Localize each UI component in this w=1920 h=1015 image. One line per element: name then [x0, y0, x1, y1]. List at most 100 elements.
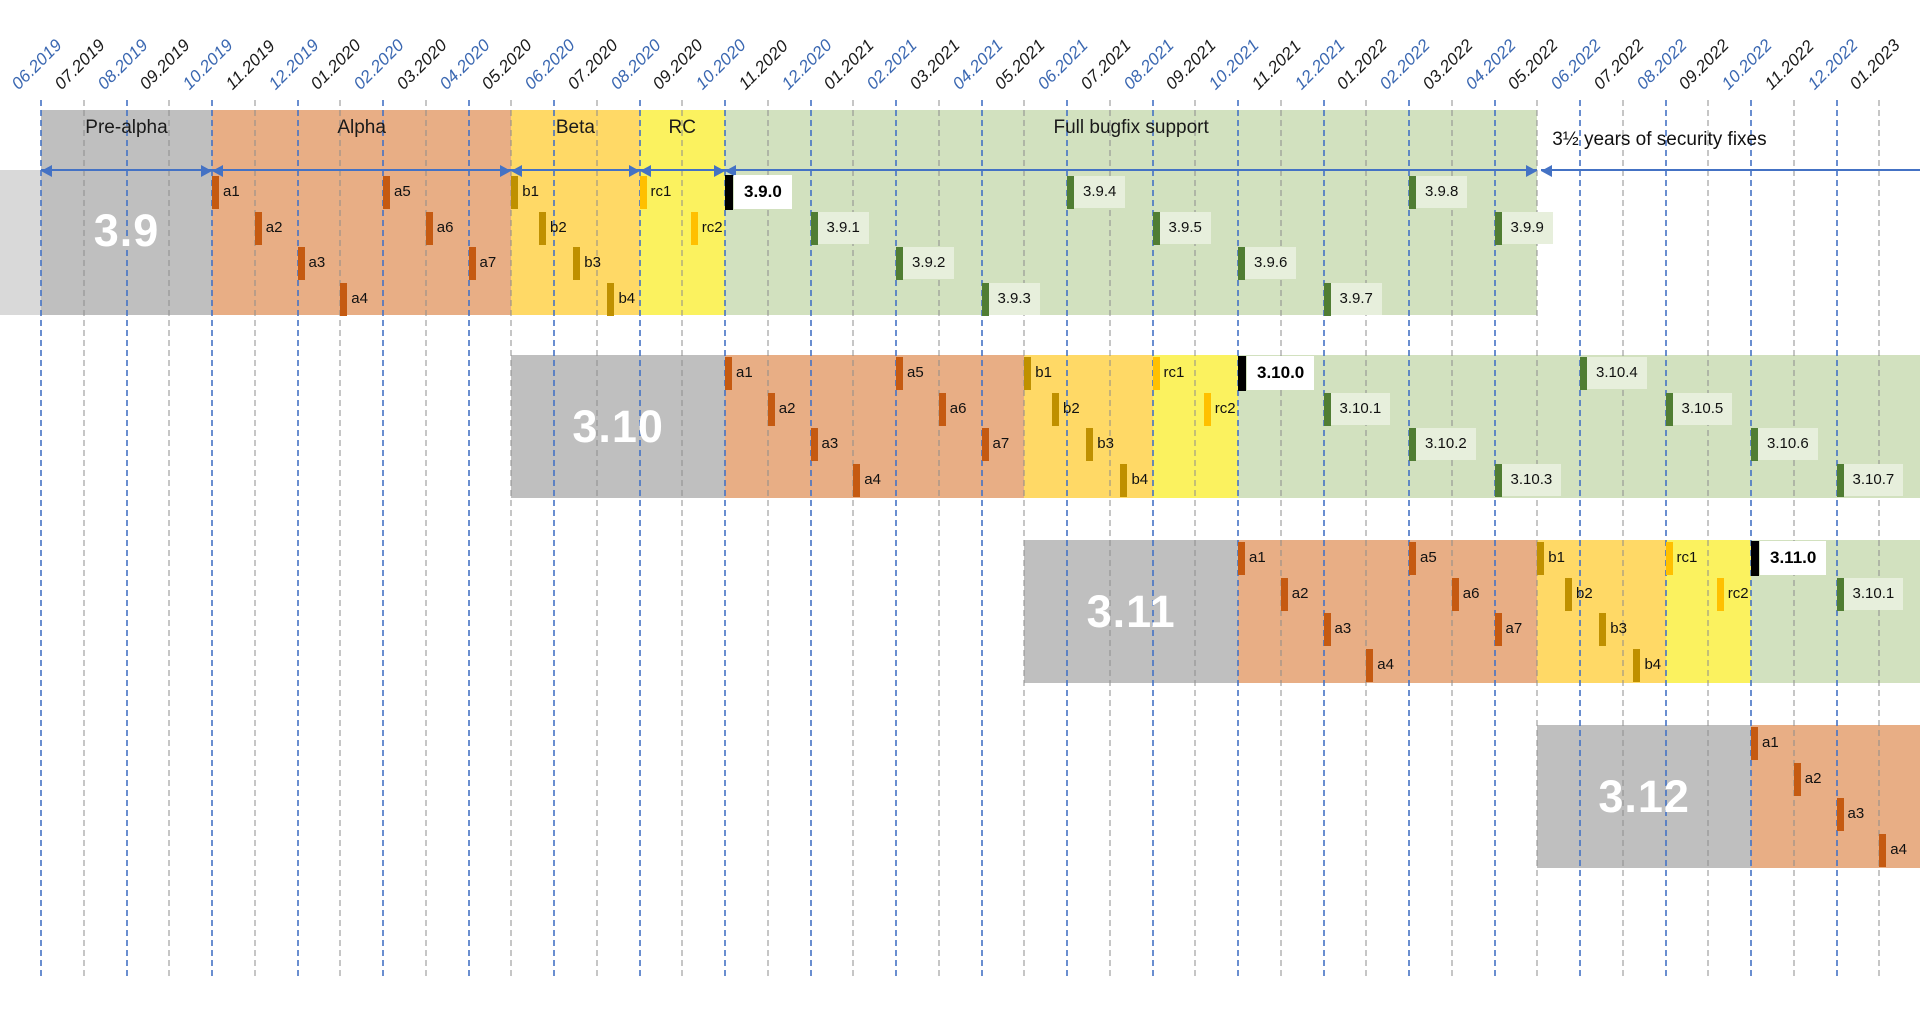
- marker-bar-3.11-b1: [1537, 542, 1545, 575]
- marker-label-3.9-b3: b3: [584, 254, 601, 271]
- marker-label-3.9-rc2: rc2: [701, 218, 723, 236]
- marker-label-3.9-b2: b2: [550, 218, 567, 236]
- gridline-08.2022: [1664, 100, 1667, 978]
- marker-label-3.11-a5: a5: [1420, 549, 1437, 566]
- marker-label-3.11-a4: a4: [1377, 655, 1394, 673]
- gridline-12.2022: [1835, 100, 1838, 978]
- marker-label-3.11-b4: b4: [1644, 655, 1662, 673]
- marker-label-3.10-a2: a2: [778, 399, 796, 417]
- gridline-07.2019: [82, 100, 85, 978]
- marker-label-3.9-b1: b1: [522, 183, 539, 200]
- marker-label-3.10-a7: a7: [992, 435, 1010, 452]
- phase-arrow-segment: [725, 169, 1538, 171]
- marker-bar-3.9-b3: [573, 247, 581, 280]
- marker-label-3.9-3.9.1: 3.9.1: [817, 211, 869, 244]
- marker-bar-3.10-b2: [1052, 392, 1060, 426]
- marker-label-3.9-3.9.5: 3.9.5: [1159, 211, 1211, 244]
- gridline-08.2020: [638, 100, 641, 978]
- gridline-01.2022: [1365, 100, 1368, 978]
- phase-label-full-bugfix-support: Full bugfix support: [1053, 117, 1209, 138]
- marker-bar-3.10-b1: [1024, 357, 1032, 390]
- gridline-03.2021: [937, 100, 940, 978]
- phase-3.10-bugfix: [1238, 355, 1920, 498]
- marker-bar-3.11-a4: [1366, 648, 1374, 682]
- phase-arrow-segment: [41, 169, 212, 171]
- marker-label-3.9-a6: a6: [436, 218, 454, 236]
- phase-3.11-alpha: [1238, 540, 1538, 683]
- marker-label-3.12-a1: a1: [1762, 734, 1779, 751]
- marker-label-3.11-3.11.0: 3.11.0: [1760, 541, 1827, 575]
- version-label-3.10: 3.10: [572, 400, 664, 452]
- marker-bar-3.9-a3: [297, 247, 305, 280]
- marker-bar-3.12-a4: [1879, 833, 1887, 867]
- arrowhead-right: [628, 165, 640, 177]
- marker-bar-3.9-rc1: [639, 176, 647, 209]
- marker-bar-3.11-a7: [1494, 613, 1502, 646]
- phase-3.9-alpha: [212, 110, 512, 315]
- marker-bar-3.12-a1: [1751, 727, 1758, 760]
- marker-label-3.10-b3: b3: [1097, 435, 1114, 452]
- marker-label-3.11-a7: a7: [1505, 620, 1523, 637]
- marker-label-3.9-a7: a7: [479, 254, 497, 271]
- marker-bar-3.10-a1: [725, 357, 732, 390]
- marker-bar-3.12-a2: [1793, 762, 1801, 796]
- gridline-10.2021: [1237, 100, 1239, 978]
- marker-bar-3.9-a2: [254, 211, 262, 245]
- marker-bar-3.9-rc2: [690, 211, 698, 245]
- arrowhead-left: [725, 165, 736, 177]
- marker-bar-3.9-a5: [383, 176, 390, 209]
- marker-bar-3.9-a1: [212, 176, 219, 209]
- version-label-3.11: 3.11: [1086, 585, 1176, 637]
- gridline-06.2022: [1579, 100, 1581, 978]
- marker-bar-3.10-b4: [1120, 463, 1128, 497]
- marker-label-3.10-a6: a6: [949, 399, 967, 417]
- gridline-04.2022: [1493, 100, 1496, 978]
- marker-bar-3.10-b3: [1086, 428, 1094, 461]
- marker-label-3.12-a4: a4: [1890, 840, 1907, 858]
- marker-label-3.11-a6: a6: [1462, 584, 1480, 602]
- marker-label-3.9-a2: a2: [265, 218, 283, 236]
- marker-bar-3.9-3.9.2: [896, 247, 903, 280]
- marker-bar-3.9-3.9.4: [1067, 176, 1074, 209]
- marker-bar-3.10-rc1: [1152, 357, 1160, 390]
- gridline-01.2020: [339, 100, 342, 978]
- marker-label-3.9-3.9.6: 3.9.6: [1245, 247, 1297, 279]
- marker-bar-3.11-b2: [1565, 577, 1573, 611]
- marker-bar-3.10-rc2: [1203, 392, 1211, 426]
- marker-label-3.9-a4: a4: [351, 289, 368, 307]
- gridline-09.2019: [168, 100, 171, 978]
- gridline-06.2019: [40, 100, 42, 978]
- arrowhead-left: [511, 165, 523, 177]
- phase-3.10-pre-alpha: [511, 355, 725, 498]
- marker-bar-3.11-a3: [1323, 613, 1331, 646]
- marker-label-3.9-a1: a1: [223, 183, 240, 200]
- marker-label-3.10-b4: b4: [1131, 470, 1149, 488]
- marker-label-3.11-a2: a2: [1291, 584, 1309, 602]
- marker-label-3.10-a3: a3: [821, 435, 839, 452]
- marker-label-3.10-a4: a4: [864, 470, 881, 488]
- marker-bar-3.10-a7: [981, 428, 989, 461]
- phase-3.9-beta: [511, 110, 640, 315]
- marker-bar-3.11-b3: [1599, 613, 1607, 646]
- phase-label-beta: Beta: [555, 117, 595, 138]
- gridline-05.2020: [510, 100, 513, 978]
- marker-label-3.9-3.9.9: 3.9.9: [1501, 211, 1553, 244]
- marker-label-3.9-3.9.4: 3.9.4: [1074, 176, 1126, 208]
- phase-lead-in-faded-3.9: [0, 170, 41, 315]
- marker-label-3.9-3.9.7: 3.9.7: [1330, 282, 1382, 315]
- gridline-12.2021: [1322, 100, 1325, 978]
- arrowhead-left: [1541, 165, 1553, 177]
- gridline-05.2022: [1536, 100, 1539, 978]
- marker-bar-3.10-3.10.4: [1580, 357, 1587, 390]
- security-fixes-label: 3½ years of security fixes: [1552, 129, 1767, 150]
- marker-label-3.11-rc2: rc2: [1727, 584, 1749, 602]
- gridline-11.2022: [1792, 100, 1795, 978]
- gridline-05.2021: [1023, 100, 1026, 978]
- marker-label-3.9-b4: b4: [618, 289, 636, 307]
- marker-label-3.10-3.10.4: 3.10.4: [1587, 357, 1647, 389]
- gridline-02.2022: [1408, 100, 1410, 978]
- gridline-07.2021: [1108, 100, 1111, 978]
- phase-label-alpha: Alpha: [337, 117, 386, 138]
- security-arrow: [1541, 169, 1920, 171]
